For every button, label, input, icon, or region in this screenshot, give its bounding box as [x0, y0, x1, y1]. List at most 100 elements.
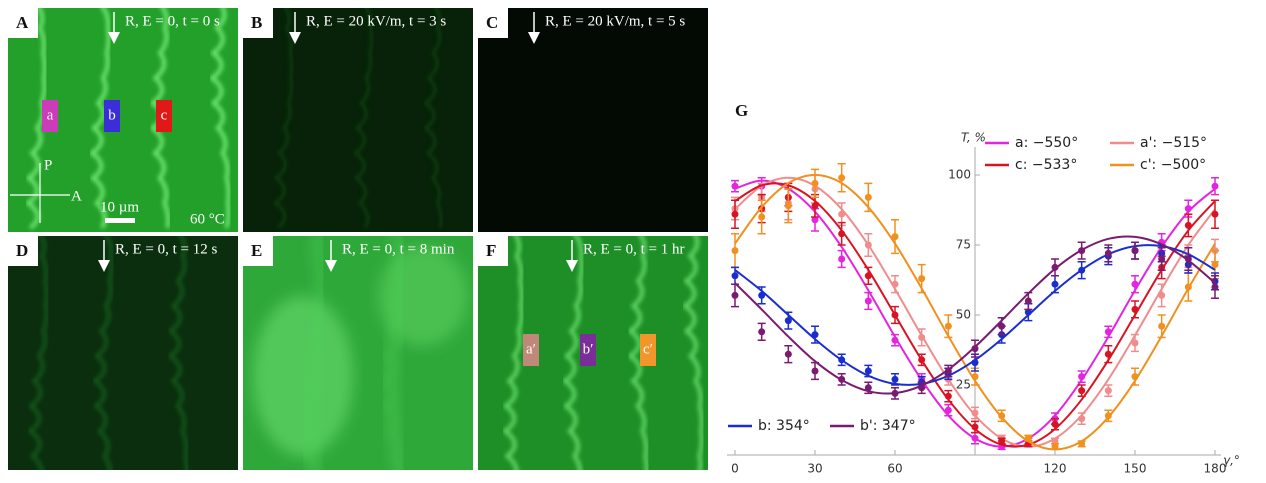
y-axis-label: T, %	[961, 131, 986, 145]
micrograph-panel: D R, E = 0, t = 12 s	[8, 236, 238, 470]
data-point	[864, 241, 872, 249]
data-point	[971, 434, 979, 442]
region-marker	[640, 334, 656, 366]
data-point	[1078, 415, 1086, 423]
data-point	[1104, 249, 1112, 257]
panel-label: E	[251, 241, 262, 260]
caption: R, E = 0, t = 12 s	[115, 241, 218, 257]
domain-wall	[379, 236, 405, 470]
data-point	[971, 345, 979, 353]
data-point	[784, 350, 792, 358]
domain-wall	[26, 236, 49, 470]
data-point	[811, 331, 819, 339]
data-point	[944, 322, 952, 330]
panel-label: D	[16, 241, 28, 260]
analyzer-label: A	[71, 188, 82, 204]
panel-label: A	[16, 13, 29, 32]
data-point	[944, 392, 952, 400]
data-point	[731, 247, 739, 255]
data-point	[864, 272, 872, 280]
data-point	[891, 375, 899, 383]
data-point	[1184, 221, 1192, 229]
data-point	[758, 213, 766, 221]
caption: R, E = 0, t = 8 min	[342, 241, 455, 257]
data-point	[944, 367, 952, 375]
data-point	[1104, 387, 1112, 395]
data-point	[864, 367, 872, 375]
data-point	[784, 202, 792, 210]
region-marker-label: b′	[583, 341, 594, 357]
data-point	[1051, 420, 1059, 428]
data-point	[971, 409, 979, 417]
panel-label: G	[735, 101, 748, 120]
caption: R, E = 0, t = 0 s	[125, 13, 220, 29]
region-marker	[580, 334, 596, 366]
data-point	[1131, 305, 1139, 313]
x-tick-label: 120	[1044, 462, 1067, 476]
data-point	[731, 210, 739, 218]
data-point	[918, 384, 926, 392]
domain-wall	[91, 236, 114, 470]
domain-wall	[208, 8, 231, 229]
domain-wall	[561, 236, 584, 470]
data-point	[1131, 339, 1139, 347]
data-point	[1131, 373, 1139, 381]
image	[478, 8, 708, 232]
data-point	[838, 230, 846, 238]
data-point	[918, 275, 926, 283]
data-point	[1104, 412, 1112, 420]
data-point	[891, 336, 899, 344]
blob	[253, 296, 353, 456]
panel-label-box	[8, 236, 38, 266]
y-tick-label: 75	[956, 238, 971, 252]
legend-label: a: −550°	[1015, 135, 1078, 151]
data-point	[838, 356, 846, 364]
domain-wall	[501, 236, 524, 470]
legend-label: c: −533°	[1015, 157, 1077, 173]
legend-label: b: 354°	[758, 418, 810, 434]
data-point	[971, 373, 979, 381]
scale-bar	[105, 218, 135, 223]
legend-label: a': −515°	[1140, 135, 1207, 151]
data-point	[1184, 205, 1192, 213]
image	[243, 8, 473, 232]
panel-label: F	[486, 241, 496, 260]
temperature-label: 60 °C	[190, 211, 225, 227]
data-point	[1078, 387, 1086, 395]
data-point	[998, 437, 1006, 445]
region-marker	[156, 100, 172, 132]
data-point	[1024, 308, 1032, 316]
data-point	[1158, 255, 1166, 263]
data-point	[758, 291, 766, 299]
region-marker	[42, 100, 58, 132]
data-point	[1104, 350, 1112, 358]
caption: R, E = 0, t = 1 hr	[583, 241, 685, 257]
region-marker-label: b	[108, 107, 116, 123]
data-point	[731, 272, 739, 280]
region-marker-label: a	[47, 107, 54, 123]
image-background	[478, 8, 708, 232]
data-point	[731, 182, 739, 190]
polarizer-label: P	[44, 157, 52, 173]
x-axis-label: γ,°	[1223, 454, 1240, 468]
y-tick-label: 50	[956, 308, 971, 322]
data-point	[838, 174, 846, 182]
data-point	[891, 233, 899, 241]
y-tick-label: 100	[948, 168, 971, 182]
chart: G 25 50 75 100 0 30 60 120 150 180 T, % γ,° a: −550° a…	[727, 101, 1240, 476]
data-point	[1211, 182, 1219, 190]
data-point	[918, 356, 926, 364]
caption: R, E = 20 kV/m, t = 3 s	[306, 13, 446, 29]
data-point	[1211, 283, 1219, 291]
data-point	[1131, 280, 1139, 288]
data-point	[1078, 247, 1086, 255]
domain-wall	[166, 236, 189, 470]
data-point	[944, 406, 952, 414]
x-tick-label: 60	[887, 462, 902, 476]
data-point	[971, 423, 979, 431]
data-point	[1158, 291, 1166, 299]
micrograph-panel: E R, E = 0, t = 8 min	[243, 236, 473, 470]
panel-label: C	[486, 13, 498, 32]
